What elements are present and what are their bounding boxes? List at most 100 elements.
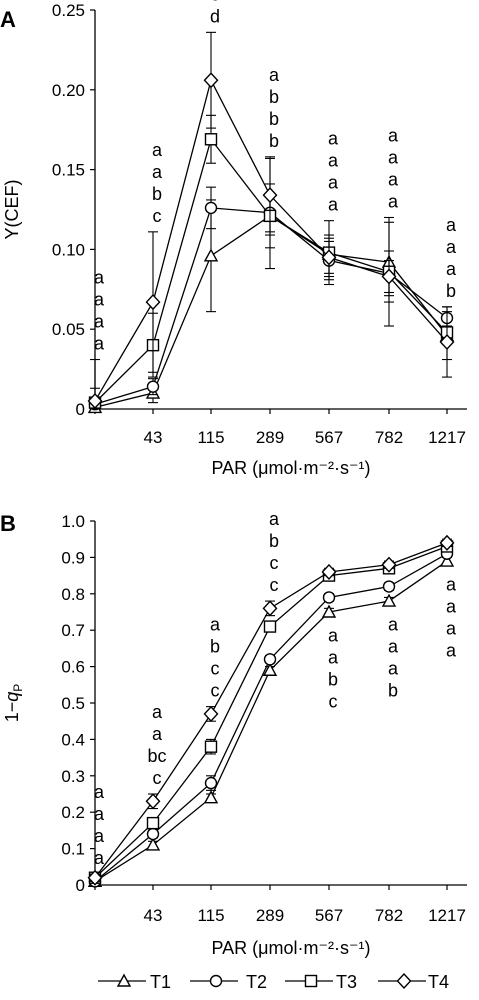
- significance-letter: c: [211, 659, 220, 679]
- significance-letter: c: [153, 206, 162, 226]
- x-tick-label: 289: [256, 428, 284, 447]
- x-tick-label: 115: [197, 906, 224, 925]
- data-point: [204, 776, 218, 790]
- data-point: [263, 653, 277, 666]
- data-point: [262, 662, 278, 676]
- significance-letter: b: [269, 87, 279, 107]
- significance-letter: a: [152, 724, 163, 744]
- legend-marker: [116, 973, 132, 987]
- x-tick-label: 567: [315, 906, 343, 925]
- significance-letter: bc: [147, 746, 166, 766]
- significance-letter: c: [153, 768, 162, 788]
- legend-item-t4: T4: [378, 972, 449, 992]
- data-point: [381, 268, 397, 285]
- significance-letter: a: [388, 125, 399, 145]
- significance-letter: b: [210, 637, 220, 657]
- data-point: [145, 837, 161, 851]
- series-t4: [87, 31, 455, 410]
- significance-letter: a: [152, 702, 163, 722]
- significance-letter: a: [94, 312, 105, 332]
- significance-letter: b: [269, 109, 279, 129]
- significance-letter: b: [152, 184, 162, 204]
- y-tick-label: 0.8: [61, 585, 85, 604]
- significance-letter: a: [328, 173, 339, 193]
- significance-letter: a: [269, 509, 280, 529]
- data-point: [439, 534, 455, 551]
- significance-letter: c: [270, 553, 279, 573]
- significance-letter: c: [270, 575, 279, 595]
- significance-letter: b: [328, 670, 338, 690]
- data-point: [87, 392, 103, 410]
- significance-letter: a: [94, 804, 105, 824]
- significance-letter: c: [211, 0, 220, 4]
- data-point: [146, 827, 160, 841]
- legend-label: T2: [246, 972, 267, 992]
- significance-letter: a: [388, 637, 399, 657]
- data-point: [204, 201, 218, 215]
- legend-label: T1: [150, 972, 171, 992]
- series-t4: [87, 534, 455, 886]
- panel-letter: A: [0, 7, 16, 32]
- legend-label: T3: [336, 972, 357, 992]
- legend-item-t2: T2: [190, 972, 267, 992]
- significance-letter: a: [269, 65, 280, 85]
- significance-letter: a: [328, 151, 339, 171]
- data-point: [439, 333, 455, 350]
- y-tick-label: 0.5: [61, 694, 85, 713]
- x-tick-label: 115: [197, 428, 224, 447]
- significance-letters: aaaaaabcabcdabbbaaaaaaaaaaab: [94, 0, 457, 354]
- y-tick-label: 0.4: [61, 730, 85, 749]
- x-tick-label: 43: [144, 428, 163, 447]
- significance-letter: c: [211, 681, 220, 701]
- data-point: [321, 563, 337, 580]
- data-point: [322, 591, 336, 604]
- significance-letter: b: [269, 531, 279, 551]
- significance-letter: a: [328, 195, 339, 215]
- data-point: [203, 705, 219, 722]
- panel-letter: B: [0, 511, 16, 536]
- significance-letter: c: [329, 692, 338, 712]
- data-point: [204, 133, 218, 146]
- data-point: [145, 793, 161, 810]
- significance-letter: a: [94, 782, 105, 802]
- data-point: [146, 380, 160, 393]
- data-point: [146, 816, 160, 830]
- significance-letter: a: [328, 626, 339, 646]
- significance-letter: a: [94, 268, 105, 288]
- significance-letter: a: [446, 215, 457, 235]
- y-tick-label: 0.25: [52, 1, 85, 20]
- significance-letter: a: [328, 129, 339, 149]
- y-tick-label: 0.7: [61, 621, 85, 640]
- x-tick-label: 1217: [428, 906, 466, 925]
- y-axis-title-subscript: P: [11, 684, 25, 692]
- data-point: [262, 187, 278, 204]
- legend-label: T4: [428, 972, 449, 992]
- y-tick-label: 0.9: [61, 548, 85, 567]
- y-tick-label: 0.6: [61, 658, 85, 677]
- significance-letter: b: [388, 681, 398, 701]
- data-point: [381, 593, 397, 607]
- significance-letter: b: [269, 131, 279, 151]
- y-tick-label: 0: [76, 876, 85, 895]
- x-axis-title: PAR (μmol·m⁻²·s⁻¹): [211, 938, 370, 958]
- significance-letter: a: [446, 575, 457, 595]
- significance-letter: a: [446, 237, 457, 257]
- significance-letter: a: [328, 648, 339, 668]
- significance-letter: a: [152, 162, 163, 182]
- y-tick-label: 0.3: [61, 767, 85, 786]
- x-tick-label: 782: [375, 428, 403, 447]
- x-tick-label: 43: [144, 906, 163, 925]
- significance-letter: a: [152, 140, 163, 160]
- y-tick-label: 0: [76, 400, 85, 419]
- y-tick-label: 0.05: [52, 320, 85, 339]
- significance-letter: a: [388, 169, 399, 189]
- data-point: [439, 553, 455, 567]
- series-t3: [88, 114, 454, 409]
- y-tick-label: 1.0: [61, 512, 85, 531]
- data-point: [204, 740, 218, 753]
- significance-letter: a: [388, 659, 399, 679]
- significance-letter: a: [94, 848, 105, 868]
- significance-letter: a: [446, 619, 457, 639]
- data-point: [382, 580, 396, 593]
